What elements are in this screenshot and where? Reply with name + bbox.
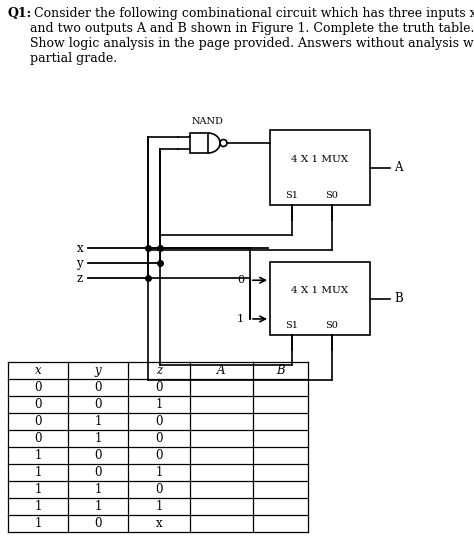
Text: 0: 0: [94, 466, 102, 479]
Text: 0: 0: [155, 381, 163, 394]
Text: 0: 0: [94, 449, 102, 462]
Text: 1: 1: [34, 517, 42, 530]
Text: y: y: [95, 364, 101, 377]
Text: B: B: [276, 364, 285, 377]
Text: 0: 0: [155, 415, 163, 428]
Text: 1: 1: [34, 466, 42, 479]
Text: 1: 1: [94, 432, 102, 445]
Text: 0: 0: [155, 432, 163, 445]
Text: S0: S0: [326, 190, 338, 200]
Text: 0: 0: [155, 483, 163, 496]
Text: Consider the following combinational circuit which has three inputs x, y, z
and : Consider the following combinational cir…: [30, 7, 474, 65]
Bar: [270, 262, 370, 335]
Text: 1: 1: [34, 483, 42, 496]
Text: z: z: [156, 364, 162, 377]
Text: 0: 0: [94, 398, 102, 411]
Text: z: z: [77, 272, 83, 284]
Text: 1: 1: [94, 483, 102, 496]
Text: 0: 0: [237, 275, 244, 285]
Text: A: A: [217, 364, 226, 377]
Bar: [270, 130, 370, 205]
Text: 0: 0: [34, 381, 42, 394]
Text: 4 X 1 MUX: 4 X 1 MUX: [292, 286, 348, 295]
Text: 1: 1: [155, 466, 163, 479]
Text: x: x: [155, 517, 162, 530]
Bar: [191, 133, 208, 153]
Text: x: x: [35, 364, 41, 377]
Text: 1: 1: [237, 314, 244, 324]
Text: 0: 0: [94, 381, 102, 394]
Text: S1: S1: [285, 321, 299, 329]
Text: 0: 0: [34, 398, 42, 411]
Text: 1: 1: [155, 500, 163, 513]
Text: NAND: NAND: [192, 117, 224, 126]
Text: 1: 1: [94, 500, 102, 513]
Text: 0: 0: [34, 432, 42, 445]
Text: 0: 0: [34, 415, 42, 428]
Text: S1: S1: [285, 190, 299, 200]
Text: S0: S0: [326, 321, 338, 329]
Text: x: x: [76, 241, 83, 255]
Text: Q1:: Q1:: [8, 7, 32, 20]
Text: 1: 1: [94, 415, 102, 428]
Text: 1: 1: [34, 500, 42, 513]
Text: 1: 1: [34, 449, 42, 462]
Text: B: B: [394, 292, 403, 305]
Text: 0: 0: [94, 517, 102, 530]
Text: A: A: [394, 161, 402, 174]
Text: 1: 1: [155, 398, 163, 411]
Text: 0: 0: [155, 449, 163, 462]
Text: 4 X 1 MUX: 4 X 1 MUX: [292, 155, 348, 164]
Text: y: y: [76, 256, 83, 270]
